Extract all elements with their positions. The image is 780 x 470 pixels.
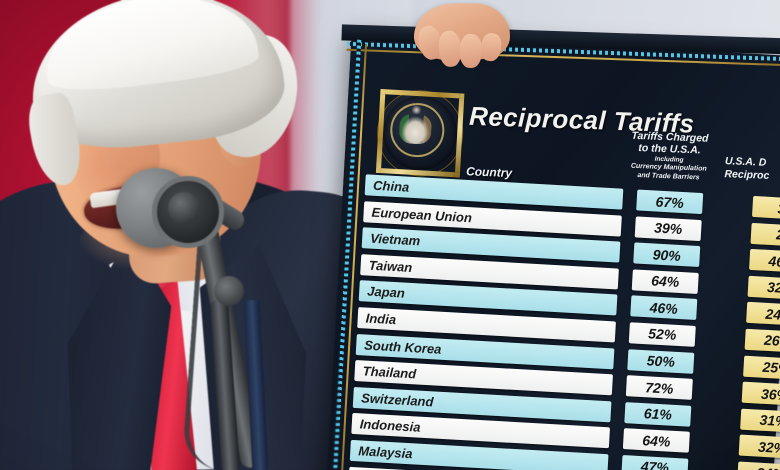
cell-tariff-charged: 46% xyxy=(630,295,698,321)
microphone-joint xyxy=(214,276,244,306)
column-header-tariffs-charged: Tariffs Charged to the U.S.A. Including … xyxy=(616,129,722,183)
cell-tariff-charged: 61% xyxy=(624,401,692,427)
column-header-country: Country xyxy=(465,164,513,181)
microphone-capsule xyxy=(168,192,200,224)
cell-tariff-charged: 64% xyxy=(631,269,699,294)
cell-tariff-charged: 67% xyxy=(636,189,704,215)
cell-usa-reciprocal: 32% xyxy=(738,434,780,460)
cell-usa-reciprocal: 34 xyxy=(751,195,780,221)
cell-tariff-charged: 90% xyxy=(633,242,701,268)
cell-tariff-charged: 72% xyxy=(625,375,693,400)
tariff-board: Reciprocal Tariffs Country Tariffs Charg… xyxy=(302,0,780,470)
column-header-usa-reciprocal: U.S.A. D Reciproc xyxy=(724,155,780,184)
cell-tariff-charged: 50% xyxy=(627,348,695,374)
cell-tariff-charged: 47% xyxy=(621,454,689,470)
tariff-table: China 67% 34 European Union 39% 20 Vietnam 90% 4… xyxy=(336,174,780,470)
cell-usa-reciprocal: 20 xyxy=(750,222,780,248)
cell-usa-reciprocal: 25% xyxy=(743,355,780,380)
cell-usa-reciprocal: 26% xyxy=(744,328,780,354)
cell-usa-reciprocal: 24% xyxy=(737,461,780,470)
cell-tariff-charged: 39% xyxy=(634,216,702,241)
cell-usa-reciprocal: 32% xyxy=(747,275,780,301)
cell-usa-reciprocal: 36% xyxy=(741,381,780,407)
seal-eagle xyxy=(398,113,433,145)
cell-usa-reciprocal: 24% xyxy=(746,302,780,327)
finger xyxy=(459,33,483,69)
cell-tariff-charged: 52% xyxy=(628,322,696,347)
cell-usa-reciprocal: 31% xyxy=(740,408,780,434)
cell-tariff-charged: 64% xyxy=(622,428,690,454)
cell-usa-reciprocal: 46% xyxy=(749,249,780,274)
